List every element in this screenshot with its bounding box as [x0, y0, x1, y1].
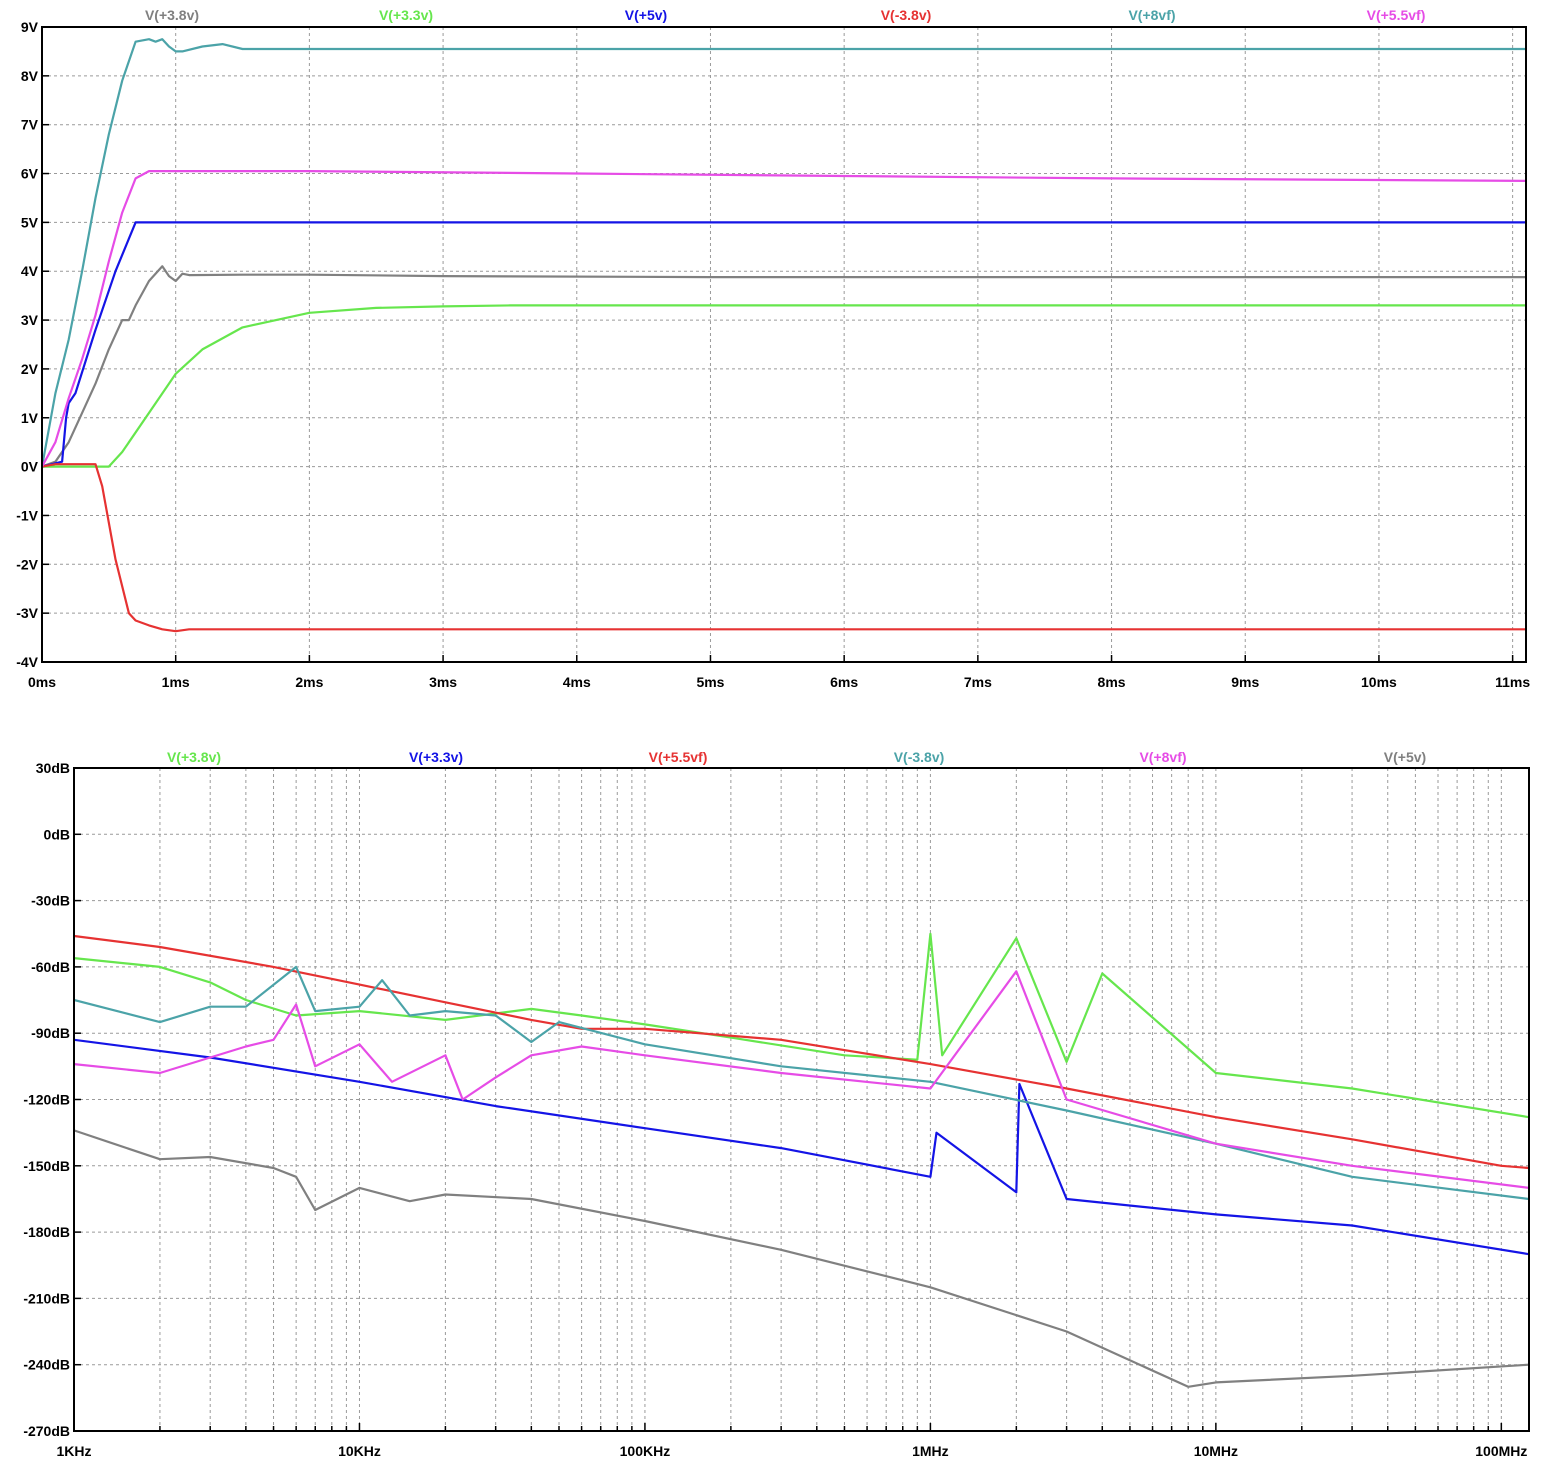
x-tick-label: 3ms	[429, 674, 457, 690]
series-line-V(+3.8v)	[74, 932, 1529, 1119]
grid	[74, 767, 1529, 1432]
legend-entry: V(+3.8v)	[167, 749, 221, 765]
series-line-V(+3.3v)	[74, 1038, 1529, 1256]
y-tick-label: 8V	[21, 68, 39, 84]
grid	[41, 26, 1526, 663]
y-tick-label: -180dB	[23, 1224, 70, 1240]
series-line-V(+5v)	[42, 221, 1526, 468]
series-line-V(+5.5vf)	[74, 934, 1529, 1170]
x-tick-label: 5ms	[696, 674, 724, 690]
x-tick-label: 1MHz	[912, 1443, 949, 1459]
y-tick-label: 7V	[21, 117, 39, 133]
y-tick-label: -120dB	[23, 1092, 70, 1108]
series-group	[42, 38, 1526, 633]
y-tick-label: -60dB	[31, 959, 70, 975]
series-line-V(+3.8v)	[42, 265, 1526, 468]
y-tick-label: 5V	[21, 214, 39, 230]
y-tick-label: -240dB	[23, 1357, 70, 1373]
plot-frame	[41, 26, 1527, 663]
y-tick-label: 0dB	[44, 826, 70, 842]
legend-entry: V(+5v)	[1384, 749, 1426, 765]
x-tick-label: 100MHz	[1475, 1443, 1527, 1459]
y-tick-label: 9V	[21, 19, 39, 35]
series-line-V(+8vf)	[74, 970, 1529, 1189]
y-tick-label: 2V	[21, 361, 39, 377]
chart-transient-voltage: 0ms 1ms 2ms 3ms 4ms 5ms 6ms 7ms 8ms 9ms 10ms 11ms 9V…	[16, 7, 1530, 690]
y-tick-label: -30dB	[31, 893, 70, 909]
y-tick-label: -90dB	[31, 1025, 70, 1041]
x-tick-label: 2ms	[295, 674, 323, 690]
legend-entry: V(-3.8v)	[894, 749, 945, 765]
legend-entry: V(-3.8v)	[881, 7, 932, 23]
x-tick-label: 10MHz	[1194, 1443, 1238, 1459]
plot-frame	[73, 767, 1530, 1432]
x-tick-label: 9ms	[1231, 674, 1259, 690]
legend-entry: V(+8vf)	[1139, 749, 1186, 765]
x-tick-label: 6ms	[830, 674, 858, 690]
series-line-V(-3.8v)	[42, 463, 1526, 633]
x-tick-label: 8ms	[1098, 674, 1126, 690]
chart-frequency-spectrum: 1KHz 10KHz 100KHz 1MHz 10MHz 100MHz 30dB 0dB -30…	[23, 749, 1530, 1459]
x-tick-label: 10KHz	[338, 1443, 381, 1459]
legend-entry: V(+5.5vf)	[649, 749, 708, 765]
y-tick-label: 3V	[21, 312, 39, 328]
series-line-V(+5v)	[74, 1129, 1529, 1388]
series-line-V(-3.8v)	[74, 965, 1529, 1201]
x-tick-label: 0ms	[28, 674, 56, 690]
legend-entry: V(+5.5vf)	[1367, 7, 1426, 23]
y-tick-label: 6V	[21, 166, 39, 182]
y-tick-label: 0V	[21, 459, 39, 475]
y-tick-label: -3V	[16, 605, 38, 621]
series-line-V(+3.3v)	[42, 304, 1526, 468]
y-tick-label: -270dB	[23, 1423, 70, 1439]
y-tick-label: 1V	[21, 410, 39, 426]
x-tick-label: 7ms	[964, 674, 992, 690]
x-tick-label: 1KHz	[56, 1443, 91, 1459]
y-tick-label: 30dB	[36, 760, 70, 776]
legend-entry: V(+3.8v)	[145, 7, 199, 23]
y-tick-label: -150dB	[23, 1158, 70, 1174]
legend-entry: V(+3.3v)	[409, 749, 463, 765]
x-tick-label: 4ms	[563, 674, 591, 690]
x-tick-label: 1ms	[162, 674, 190, 690]
x-tick-label: 11ms	[1495, 674, 1530, 690]
y-tick-label: -1V	[16, 507, 38, 523]
legend-entry: V(+8vf)	[1128, 7, 1175, 23]
legend-entry: V(+3.3v)	[379, 7, 433, 23]
y-tick-label: 4V	[21, 263, 39, 279]
series-group	[74, 932, 1529, 1388]
y-tick-label: -4V	[16, 654, 38, 670]
y-tick-label: -2V	[16, 556, 38, 572]
series-line-V(+8vf)	[42, 38, 1526, 467]
x-tick-label: 100KHz	[620, 1443, 671, 1459]
legend-entry: V(+5v)	[625, 7, 667, 23]
y-tick-label: -210dB	[23, 1290, 70, 1306]
x-tick-label: 10ms	[1361, 674, 1397, 690]
series-line-V(+5.5vf)	[42, 170, 1526, 468]
